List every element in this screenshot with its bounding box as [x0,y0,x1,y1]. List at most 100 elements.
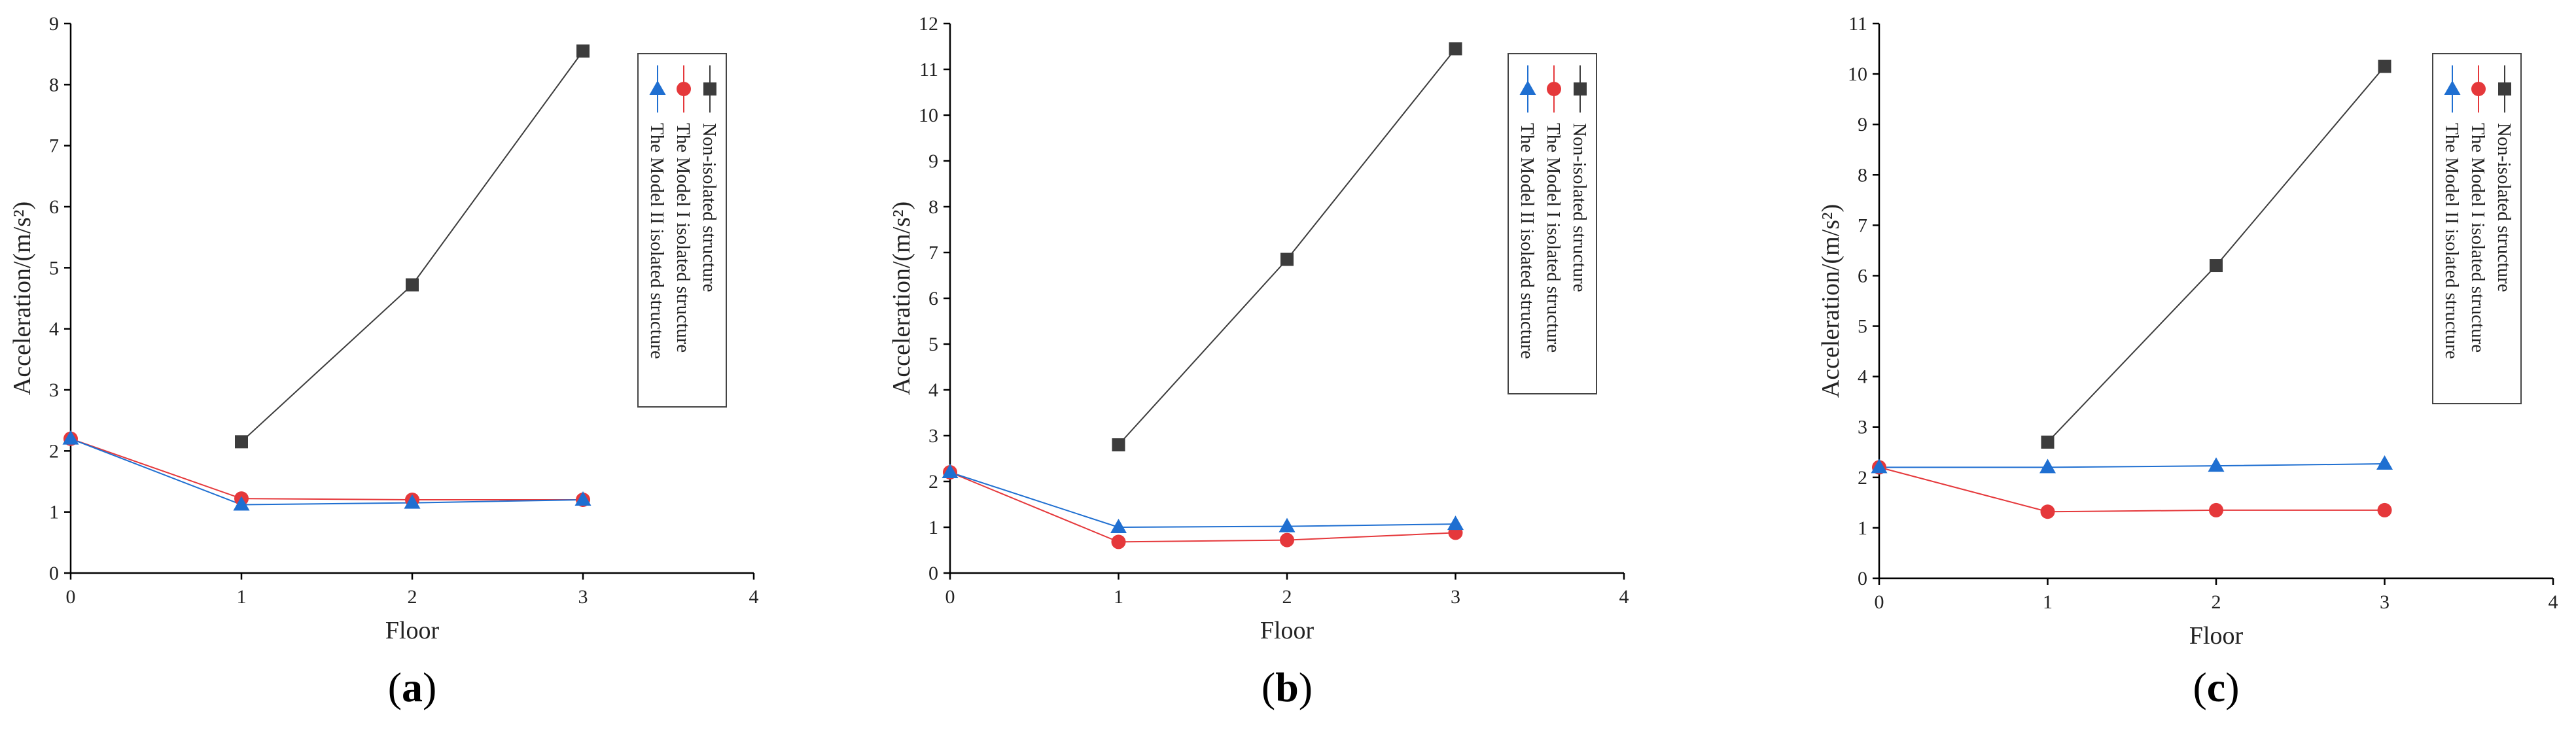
y-tick-label: 5 [49,257,59,279]
legend-box [637,53,727,408]
panel-label-letter: b [1275,664,1299,710]
x-tick-label: 2 [1282,586,1292,608]
data-point-series-3 [2208,457,2225,472]
y-tick-label: 7 [49,135,59,157]
x-axis-title: Floor [2189,622,2244,650]
data-point-series-1 [2041,435,2055,449]
data-point-series-1 [1280,253,1294,266]
chart-a-svg: 0 1 2 3 4 5 6 7 8 9 0 1 2 3 4 Floor Acceleration/(m/s²) N… [9,13,759,710]
legend-label-3: The Model II isolated structure [1517,123,1538,359]
y-tick-label: 3 [1858,417,1867,438]
y-tick-label: 9 [49,13,59,35]
data-point-series-2 [1280,532,1294,548]
x-tick-label: 3 [1451,586,1460,608]
data-point-series-3 [2039,459,2056,474]
legend-marker-3 [2444,80,2461,95]
y-tick-label: 0 [1858,568,1867,589]
chart-panel-a: 0 1 2 3 4 5 6 7 8 9 0 1 2 3 4 Floor Acceleration/(m/s²) N… [0,0,864,732]
data-point-series-3 [62,430,79,445]
y-tick-label: 1 [49,502,59,523]
y-tick-label: 6 [49,196,59,218]
y-tick-label: 5 [928,334,938,355]
x-tick-label: 1 [237,586,247,608]
data-point-series-2 [1111,534,1126,549]
legend-label-1: Non-isolated structure [699,123,720,292]
data-point-series-1 [1449,42,1462,56]
x-tick-label: 2 [2212,591,2221,613]
panel-label: (c) [2193,664,2239,710]
series-line-3 [70,438,584,506]
series-line-1 [1118,48,1456,445]
data-point-series-2 [2209,502,2223,517]
y-tick-label: 3 [49,379,59,401]
y-tick-label: 8 [928,196,938,218]
x-tick-label: 0 [66,586,76,608]
legend-marker-1 [1574,82,1587,96]
data-point-series-1 [2378,60,2391,73]
y-axis-title: Acceleration/(m/s²) [9,201,36,395]
series-line-2 [70,438,583,500]
data-point-series-1 [2210,259,2223,273]
y-tick-label: 5 [1858,316,1867,338]
y-tick-label: 6 [1858,265,1867,287]
data-point-series-3 [2376,455,2393,470]
data-point-series-3 [404,494,421,509]
y-tick-label: 6 [928,288,938,309]
x-tick-label: 0 [945,586,955,608]
data-point-series-2 [2040,504,2055,519]
panel-label-letter: a [402,664,423,710]
y-tick-label: 3 [928,425,938,447]
chart-panel-b: 0 1 2 3 4 5 6 7 8 9 10 11 12 0 1 2 3 4 Floor Acceleration/(… [870,0,1721,732]
panel-label: (b) [1262,664,1313,710]
series-line-1 [241,50,584,443]
data-point-series-3 [1279,517,1296,532]
legend-label-2: The Model I isolated structure [1543,123,1564,353]
legend-label-3: The Model II isolated structure [646,123,667,359]
y-tick-label: 4 [928,379,938,401]
data-point-series-3 [1447,515,1464,531]
x-tick-label: 4 [1619,586,1629,608]
y-axis-title: Acceleration/(m/s²) [888,201,915,395]
data-point-series-2 [2377,502,2392,517]
panel-label-letter: c [2207,664,2225,710]
legend-marker-3 [649,80,666,95]
y-tick-label: 4 [1858,366,1867,388]
y-tick-label: 0 [49,563,59,584]
x-axis-title: Floor [1260,617,1314,644]
y-tick-label: 2 [1858,467,1867,489]
legend-label-2: The Model I isolated structure [673,123,694,353]
y-tick-label: 11 [919,59,938,80]
y-tick-label: 9 [1858,114,1867,135]
y-tick-label: 9 [928,150,938,172]
series-line-2 [949,472,1456,543]
y-tick-label: 2 [928,471,938,493]
y-tick-label: 1 [928,517,938,538]
chart-c-svg: 0 1 2 3 4 5 6 7 8 9 10 11 0 1 2 3 4 Floor Acceleration/(m/… [1817,13,2558,710]
legend-marker-1 [703,82,716,96]
legend-marker-2 [677,82,691,96]
legend-box [1508,53,1597,394]
x-tick-label: 1 [1114,586,1123,608]
y-tick-label: 10 [1848,63,1867,85]
y-tick-label: 1 [1858,517,1867,539]
legend-label-1: Non-isolated structure [2494,123,2514,292]
series-line-2 [1879,466,2385,513]
x-tick-label: 3 [2380,591,2390,613]
y-tick-label: 10 [919,105,938,126]
data-point-series-1 [406,278,419,292]
y-tick-label: 0 [928,563,938,584]
data-point-series-1 [235,435,248,449]
data-point-series-3 [1110,519,1127,533]
y-tick-label: 8 [49,74,59,96]
y-tick-label: 7 [1858,215,1867,236]
x-tick-label: 4 [2549,591,2558,613]
legend-box [2432,53,2522,404]
panel-label: (a) [388,664,437,710]
y-tick-label: 8 [1858,164,1867,186]
x-tick-label: 2 [408,586,417,608]
legend-label-2: The Model I isolated structure [2467,123,2488,353]
data-point-series-3 [574,491,591,506]
data-point-series-1 [1112,438,1125,451]
legend-marker-2 [1547,82,1561,96]
data-point-series-3 [233,496,250,511]
